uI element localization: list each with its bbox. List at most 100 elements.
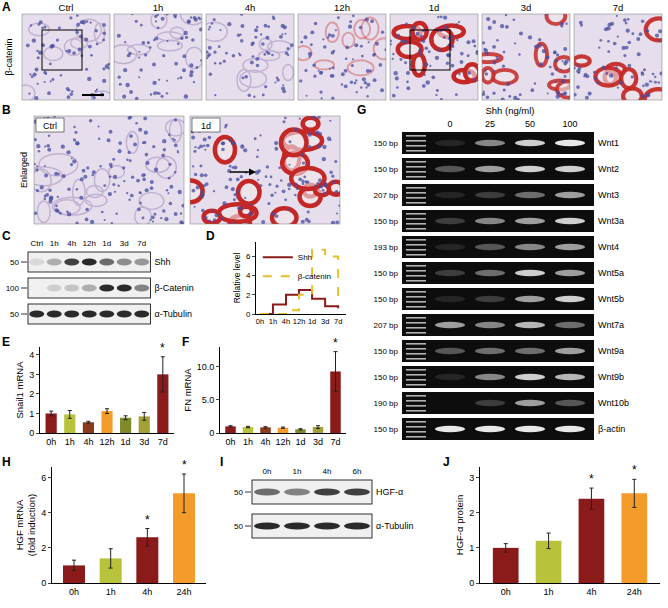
svg-text:3d: 3d: [120, 239, 129, 248]
svg-text:4h: 4h: [83, 437, 93, 447]
svg-text:1h: 1h: [153, 2, 164, 13]
svg-text:6h: 6h: [353, 467, 362, 476]
svg-text:Wnt9a: Wnt9a: [598, 346, 624, 356]
svg-text:7d: 7d: [330, 437, 340, 447]
svg-text:β-actin: β-actin: [598, 424, 625, 434]
svg-text:1h: 1h: [293, 467, 302, 476]
svg-text:*: *: [182, 458, 187, 472]
svg-text:1h: 1h: [65, 437, 75, 447]
svg-text:193 bp: 193 bp: [374, 243, 399, 252]
svg-text:0h: 0h: [263, 467, 272, 476]
svg-text:α-Tubulin: α-Tubulin: [155, 309, 192, 319]
svg-text:*: *: [145, 513, 150, 527]
svg-text:2: 2: [41, 543, 46, 553]
svg-text:Wnt9b: Wnt9b: [598, 372, 624, 382]
svg-text:12h: 12h: [99, 437, 114, 447]
svg-text:150 bp: 150 bp: [374, 139, 399, 148]
svg-text:1: 1: [469, 543, 474, 553]
svg-text:E: E: [2, 335, 10, 349]
svg-text:Wnt1: Wnt1: [598, 138, 619, 148]
svg-text:150 bp: 150 bp: [374, 295, 399, 304]
svg-text:150 bp: 150 bp: [374, 373, 399, 382]
svg-text:α-Tubulin: α-Tubulin: [376, 521, 413, 531]
svg-text:100: 100: [562, 119, 577, 129]
svg-text:6: 6: [41, 473, 46, 483]
svg-text:0h: 0h: [256, 317, 264, 326]
svg-text:β-catenin: β-catenin: [4, 38, 14, 75]
svg-text:7d: 7d: [158, 437, 168, 447]
svg-text:J: J: [443, 455, 450, 469]
svg-text:50: 50: [525, 119, 535, 129]
svg-text:6: 6: [246, 252, 251, 261]
svg-text:Shh: Shh: [155, 257, 171, 267]
svg-text:Snail1 mRNA: Snail1 mRNA: [14, 361, 25, 419]
svg-text:Wnt10b: Wnt10b: [598, 398, 629, 408]
svg-text:24h: 24h: [176, 587, 191, 597]
svg-text:Shh (ng/ml): Shh (ng/ml): [485, 105, 534, 116]
svg-text:1h: 1h: [50, 239, 59, 248]
svg-text:25: 25: [485, 119, 495, 129]
svg-text:207 bp: 207 bp: [374, 191, 399, 200]
svg-text:0: 0: [29, 428, 34, 438]
svg-text:50: 50: [234, 488, 243, 497]
svg-text:0: 0: [469, 578, 474, 588]
svg-text:HGF mRNA(fold induction): HGF mRNA(fold induction): [14, 494, 37, 556]
svg-text:2: 2: [246, 291, 251, 300]
svg-text:*: *: [632, 463, 637, 477]
svg-text:0: 0: [41, 578, 46, 588]
svg-text:Wnt3: Wnt3: [598, 190, 619, 200]
svg-text:*: *: [160, 341, 165, 355]
svg-text:Wnt7a: Wnt7a: [598, 320, 624, 330]
svg-text:4h: 4h: [245, 2, 256, 13]
svg-text:C: C: [2, 229, 11, 243]
svg-text:H: H: [2, 455, 11, 469]
svg-text:12h: 12h: [293, 317, 306, 326]
svg-text:150 bp: 150 bp: [374, 347, 399, 356]
svg-text:50: 50: [234, 522, 243, 531]
svg-text:150 bp: 150 bp: [374, 425, 399, 434]
svg-text:4: 4: [246, 271, 251, 280]
svg-text:4h: 4h: [142, 587, 152, 597]
svg-text:10.0: 10.0: [197, 362, 215, 372]
svg-text:3: 3: [469, 473, 474, 483]
svg-text:4h: 4h: [586, 587, 596, 597]
svg-text:3d: 3d: [313, 437, 323, 447]
svg-text:β-catenin: β-catenin: [298, 272, 331, 281]
svg-text:4: 4: [29, 350, 34, 360]
svg-text:0h: 0h: [225, 437, 235, 447]
svg-text:0h: 0h: [501, 587, 511, 597]
svg-text:0h: 0h: [46, 437, 56, 447]
svg-text:12h: 12h: [275, 437, 290, 447]
svg-text:1: 1: [29, 409, 34, 419]
svg-text:I: I: [220, 455, 223, 469]
svg-text:G: G: [357, 103, 366, 117]
svg-text:2: 2: [469, 508, 474, 518]
svg-text:Wnt5a: Wnt5a: [598, 268, 624, 278]
svg-text:1h: 1h: [544, 587, 554, 597]
svg-text:1d: 1d: [102, 239, 111, 248]
svg-text:FN mRNA: FN mRNA: [182, 368, 193, 412]
svg-text:50: 50: [10, 310, 19, 319]
svg-text:150 bp: 150 bp: [374, 165, 399, 174]
svg-text:3d: 3d: [139, 437, 149, 447]
svg-text:7d: 7d: [137, 239, 146, 248]
svg-text:Wnt3a: Wnt3a: [598, 216, 624, 226]
svg-text:D: D: [206, 229, 215, 243]
svg-text:1d: 1d: [121, 437, 131, 447]
svg-text:4h: 4h: [323, 467, 332, 476]
svg-text:1h: 1h: [269, 317, 277, 326]
svg-text:β-Catenin: β-Catenin: [155, 283, 194, 293]
svg-text:Shh: Shh: [298, 253, 312, 262]
svg-text:1d: 1d: [295, 437, 305, 447]
svg-text:1d: 1d: [308, 317, 316, 326]
svg-text:100: 100: [6, 284, 20, 293]
svg-text:150 bp: 150 bp: [374, 269, 399, 278]
svg-text:B: B: [2, 103, 11, 117]
svg-text:4h: 4h: [282, 317, 290, 326]
svg-text:A: A: [2, 0, 11, 14]
svg-text:1d: 1d: [201, 121, 211, 131]
svg-text:4h: 4h: [260, 437, 270, 447]
svg-text:2: 2: [29, 389, 34, 399]
svg-text:*: *: [589, 472, 594, 486]
svg-text:Wnt5b: Wnt5b: [598, 294, 624, 304]
